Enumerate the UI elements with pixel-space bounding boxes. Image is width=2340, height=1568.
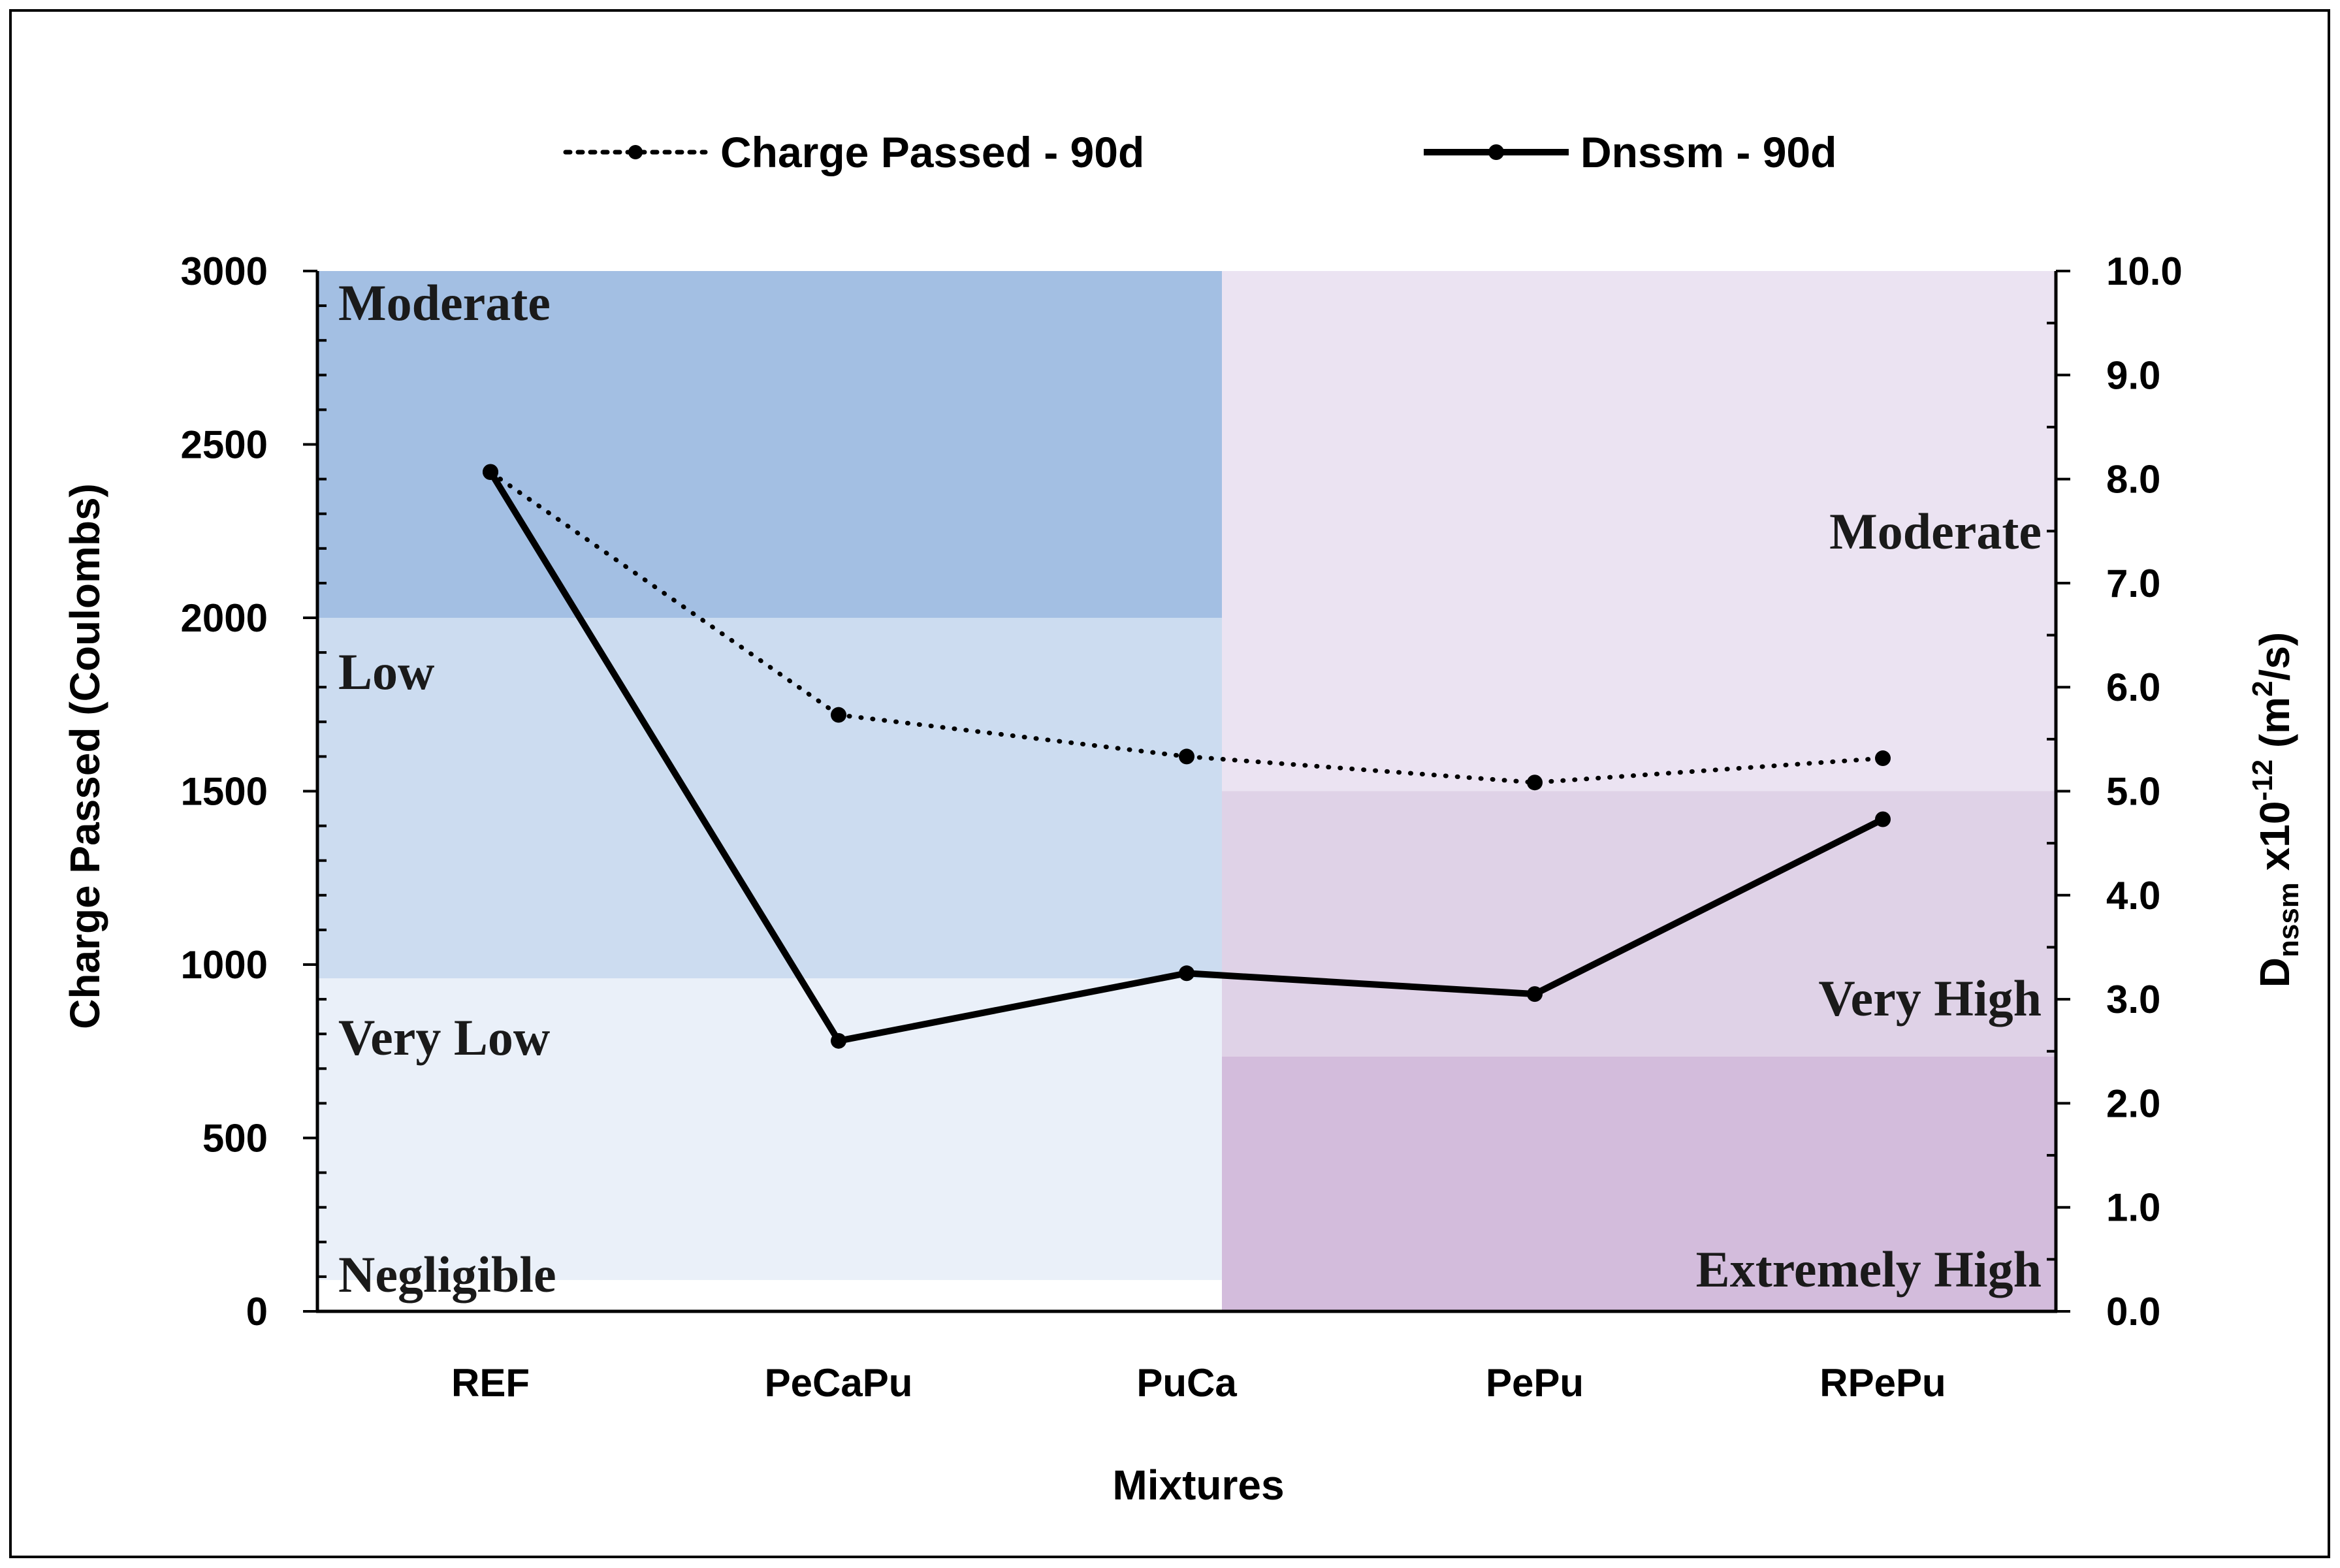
- left-zone-label-0: Moderate: [338, 274, 551, 331]
- series-0-point-1: [831, 707, 846, 723]
- y2-title-unit-close: /s): [2251, 632, 2298, 681]
- y2-tick-label: 4.0: [2106, 874, 2160, 918]
- left-zone-3: [317, 1280, 1222, 1311]
- y2-tick-label: 9.0: [2106, 353, 2160, 397]
- left-zone-0: [317, 271, 1222, 618]
- right-zone-2: [1222, 1056, 2056, 1311]
- y2-axis-title: Dnssm x10-12 (m2/s): [2247, 632, 2305, 988]
- y2-title-unit-open: (m: [2251, 697, 2298, 760]
- axes: 0 500 1000 1500 2000 2500 3000 0.0 1.0 2.0 3.0 4.0 5…: [181, 249, 2183, 1405]
- legend-dotted-marker: [628, 145, 643, 159]
- y2-title-d: D: [2251, 957, 2298, 987]
- series-1-point-4: [1875, 811, 1891, 827]
- y-axis-title: Charge Passed (Coulombs): [61, 483, 108, 1029]
- y-tick-label: 500: [202, 1117, 268, 1160]
- y2-tick-label: 0.0: [2106, 1290, 2160, 1334]
- series-layer: [483, 464, 1891, 1049]
- x-tick-label: PePu: [1486, 1361, 1584, 1405]
- y-tick-label: 1000: [181, 943, 268, 987]
- y2-title-subscript: nssm: [2273, 882, 2305, 957]
- y2-tick-label: 1.0: [2106, 1186, 2160, 1230]
- left-zone-2: [317, 978, 1222, 1281]
- series-1-point-2: [1179, 965, 1194, 982]
- y2-tick-label: 6.0: [2106, 665, 2160, 709]
- left-zone-1: [317, 618, 1222, 979]
- y2-title-exponent: -12: [2247, 760, 2279, 801]
- series-1-point-3: [1527, 986, 1543, 1002]
- y-tick-label: 1500: [181, 770, 268, 814]
- y-tick-label: 2500: [181, 423, 268, 467]
- left-zone-label-3: Negligible: [338, 1246, 556, 1303]
- y-tick-label: 0: [246, 1290, 268, 1334]
- right-zone-label-1: Very High: [1818, 970, 2042, 1027]
- zone-labels: Moderate Low Very Low Negligible Moderate Ver…: [338, 274, 2042, 1303]
- legend-label-dnssm: Dnssm - 90d: [1580, 128, 1836, 176]
- series-1-point-0: [483, 464, 498, 480]
- right-zone-0: [1222, 271, 2056, 792]
- y-tick-label: 3000: [181, 249, 268, 293]
- x-tick-label: REF: [451, 1361, 530, 1405]
- series-0-point-2: [1179, 748, 1194, 765]
- y2-tick-label: 7.0: [2106, 562, 2160, 605]
- y-tick-label: 2000: [181, 596, 268, 640]
- y2-title-multiplier: x10: [2251, 801, 2298, 883]
- series-0-point-4: [1875, 750, 1891, 767]
- background-zones: [317, 271, 2056, 1311]
- left-zone-label-2: Very Low: [338, 1009, 550, 1066]
- x-tick-label: RPePu: [1819, 1361, 1946, 1405]
- right-zone-label-2: Extremely High: [1696, 1241, 2042, 1298]
- legend-solid-marker: [1488, 144, 1504, 160]
- series-0-point-3: [1527, 775, 1543, 791]
- x-tick-label: PuCa: [1136, 1361, 1237, 1405]
- y2-tick-label: 10.0: [2106, 249, 2183, 293]
- left-zone-label-1: Low: [338, 643, 434, 700]
- x-tick-label: PeCaPu: [765, 1361, 913, 1405]
- y2-tick-label: 8.0: [2106, 458, 2160, 502]
- legend: Charge Passed - 90d Dnssm - 90d: [563, 128, 1836, 176]
- y2-tick-label: 3.0: [2106, 978, 2160, 1021]
- right-zone-label-0: Moderate: [1829, 503, 2042, 560]
- series-1-point-1: [831, 1032, 846, 1049]
- right-zone-1: [1222, 791, 2056, 1057]
- y2-tick-label: 5.0: [2106, 770, 2160, 814]
- x-axis-title: Mixtures: [1112, 1462, 1284, 1509]
- legend-label-charge-passed: Charge Passed - 90d: [720, 128, 1144, 176]
- y2-tick-label: 2.0: [2106, 1081, 2160, 1125]
- y2-title-unit-sup: 2: [2247, 680, 2279, 696]
